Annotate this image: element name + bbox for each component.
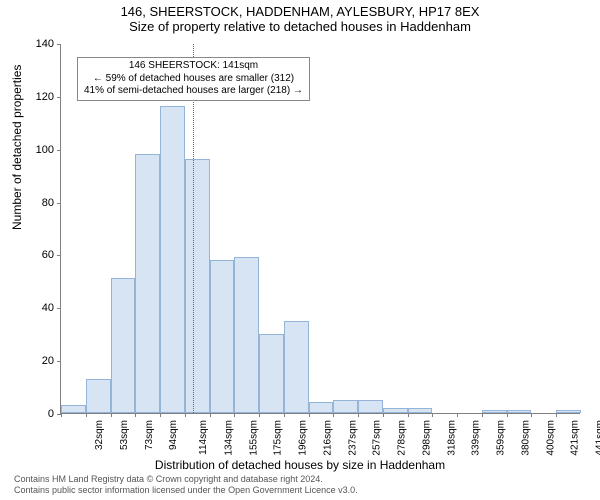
histogram-bar — [507, 410, 532, 413]
x-tick-mark — [309, 413, 310, 417]
annotation-box: 146 SHEERSTOCK: 141sqm← 59% of detached … — [77, 57, 310, 101]
y-tick-label: 60 — [24, 249, 54, 261]
annotation-line1: 146 SHEERSTOCK: 141sqm — [84, 60, 303, 73]
x-tick-label: 196sqm — [298, 420, 309, 456]
x-tick-mark — [259, 413, 260, 417]
y-tick-label: 40 — [24, 302, 54, 314]
x-tick-mark — [210, 413, 211, 417]
x-tick-label: 155sqm — [248, 420, 259, 456]
y-tick-label: 0 — [24, 408, 54, 420]
title-subtitle: Size of property relative to detached ho… — [0, 19, 600, 34]
histogram-bar — [383, 408, 408, 413]
title-block: 146, SHEERSTOCK, HADDENHAM, AYLESBURY, H… — [0, 0, 600, 34]
plot-area: 02040608010012014032sqm53sqm73sqm94sqm11… — [60, 44, 580, 414]
y-axis-label: Number of detached properties — [10, 65, 24, 230]
x-tick-label: 421sqm — [570, 420, 581, 456]
histogram-bar — [185, 159, 210, 413]
x-tick-mark — [482, 413, 483, 417]
histogram-bar — [111, 278, 136, 413]
histogram-bar — [234, 257, 259, 413]
x-tick-label: 237sqm — [347, 420, 358, 456]
x-tick-label: 441sqm — [595, 420, 600, 456]
x-tick-mark — [358, 413, 359, 417]
x-tick-label: 278sqm — [397, 420, 408, 456]
x-tick-label: 318sqm — [446, 420, 457, 456]
x-tick-mark — [234, 413, 235, 417]
y-tick-mark — [57, 308, 61, 309]
x-tick-mark — [185, 413, 186, 417]
x-tick-mark — [333, 413, 334, 417]
x-tick-mark — [457, 413, 458, 417]
x-tick-mark — [507, 413, 508, 417]
x-tick-label: 216sqm — [322, 420, 333, 456]
histogram-bar — [86, 379, 111, 413]
title-address: 146, SHEERSTOCK, HADDENHAM, AYLESBURY, H… — [0, 4, 600, 19]
y-tick-label: 140 — [24, 38, 54, 50]
x-tick-label: 114sqm — [198, 420, 209, 455]
x-tick-label: 298sqm — [421, 420, 432, 456]
footnote: Contains HM Land Registry data © Crown c… — [14, 474, 358, 496]
histogram-bar — [482, 410, 507, 413]
footnote-line2: Contains public sector information licen… — [14, 485, 358, 496]
histogram-bar — [160, 106, 185, 413]
y-tick-label: 80 — [24, 197, 54, 209]
x-tick-label: 380sqm — [521, 420, 532, 456]
y-tick-mark — [57, 97, 61, 98]
histogram-bar — [309, 402, 334, 413]
x-tick-label: 175sqm — [273, 420, 284, 456]
y-tick-mark — [57, 255, 61, 256]
x-tick-mark — [556, 413, 557, 417]
histogram-bar — [135, 154, 160, 413]
y-tick-label: 20 — [24, 355, 54, 367]
x-tick-mark — [383, 413, 384, 417]
x-tick-mark — [284, 413, 285, 417]
x-tick-label: 400sqm — [545, 420, 556, 456]
annotation-line3: 41% of semi-detached houses are larger (… — [84, 85, 303, 98]
y-tick-label: 100 — [24, 144, 54, 156]
y-tick-mark — [57, 150, 61, 151]
histogram-bar — [333, 400, 358, 413]
histogram-bar — [556, 410, 581, 413]
x-tick-mark — [111, 413, 112, 417]
plot-wrap: 02040608010012014032sqm53sqm73sqm94sqm11… — [60, 44, 580, 414]
x-tick-label: 73sqm — [144, 420, 155, 450]
histogram-bar — [210, 260, 235, 413]
y-tick-mark — [57, 361, 61, 362]
histogram-bar — [61, 405, 86, 413]
x-tick-mark — [408, 413, 409, 417]
y-tick-label: 120 — [24, 91, 54, 103]
histogram-bar — [408, 408, 433, 413]
chart-container: 146, SHEERSTOCK, HADDENHAM, AYLESBURY, H… — [0, 0, 600, 500]
x-tick-label: 32sqm — [94, 420, 105, 450]
x-axis-label: Distribution of detached houses by size … — [0, 458, 600, 472]
x-tick-mark — [61, 413, 62, 417]
annotation-line2: ← 59% of detached houses are smaller (31… — [84, 73, 303, 86]
histogram-bar — [284, 321, 309, 414]
x-tick-mark — [432, 413, 433, 417]
histogram-bar — [259, 334, 284, 413]
x-tick-label: 257sqm — [372, 420, 383, 456]
x-tick-mark — [160, 413, 161, 417]
x-tick-mark — [86, 413, 87, 417]
x-tick-label: 94sqm — [168, 420, 179, 450]
x-tick-label: 53sqm — [119, 420, 130, 450]
x-tick-label: 359sqm — [496, 420, 507, 456]
y-tick-mark — [57, 44, 61, 45]
x-tick-mark — [531, 413, 532, 417]
x-tick-label: 134sqm — [223, 420, 234, 456]
x-tick-mark — [135, 413, 136, 417]
histogram-bar — [358, 400, 383, 413]
y-tick-mark — [57, 203, 61, 204]
x-tick-label: 339sqm — [471, 420, 482, 456]
footnote-line1: Contains HM Land Registry data © Crown c… — [14, 474, 358, 485]
